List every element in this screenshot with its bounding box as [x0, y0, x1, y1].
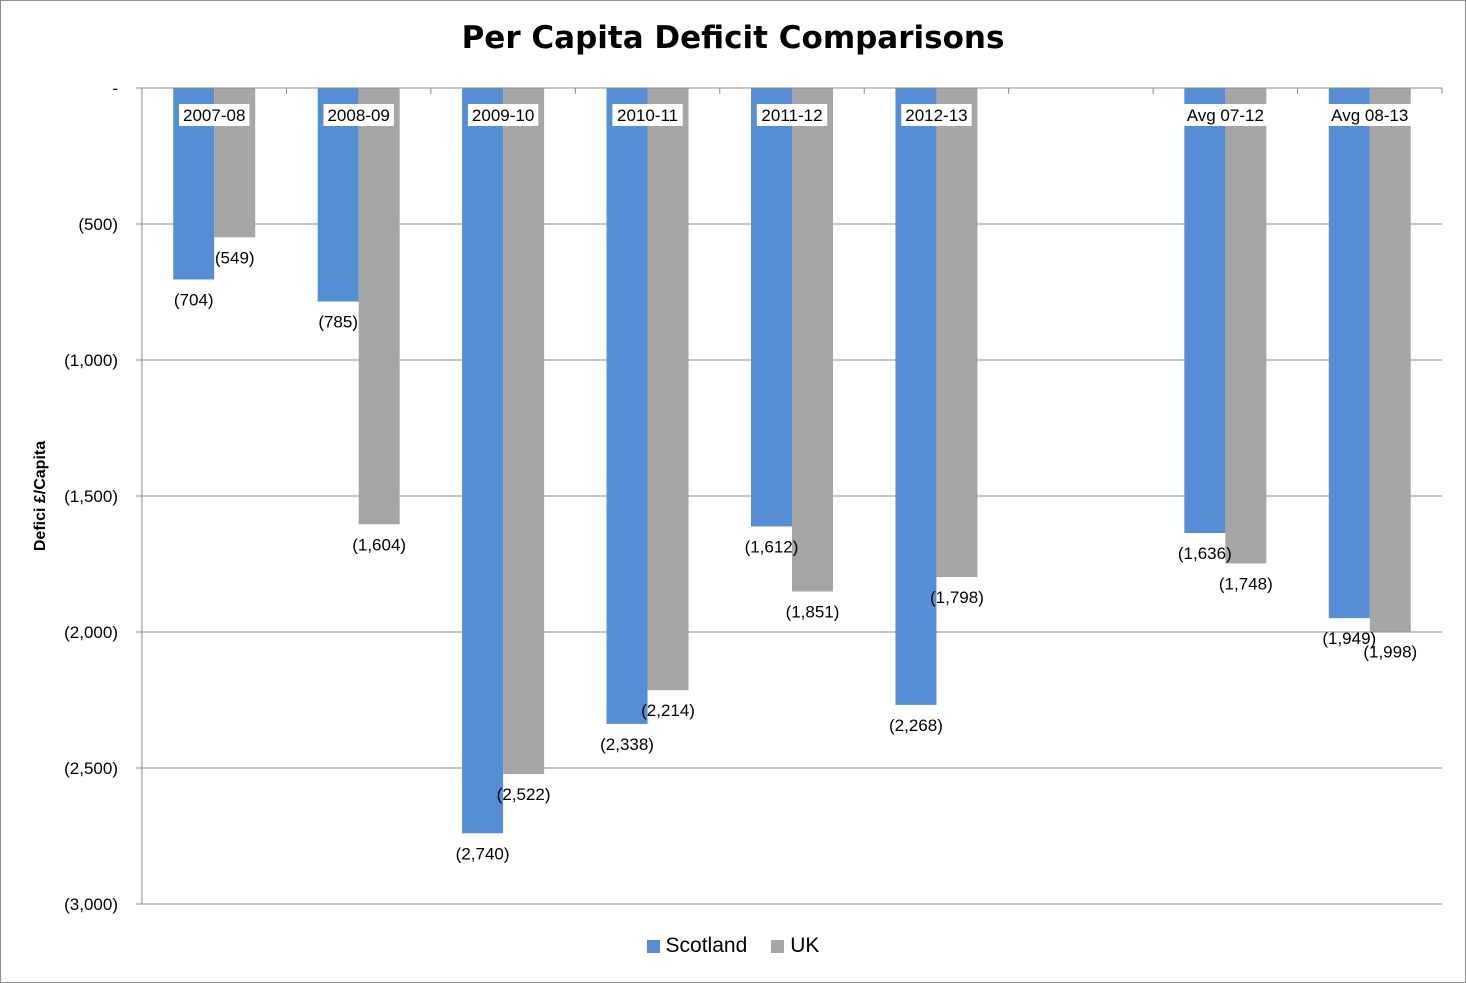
category-label-box: [612, 104, 683, 126]
category-label: Avg 08-13: [1331, 106, 1408, 125]
data-label-scotland: (1,636): [1178, 544, 1232, 563]
bar-scotland-2009-10: [462, 88, 504, 834]
category-label: 2012-13: [905, 106, 967, 125]
legend-label-scotland: Scotland: [665, 934, 748, 957]
legend-label-uk: UK: [790, 934, 820, 957]
bar-scotland-avg-07-12: [1184, 88, 1226, 533]
bar-uk-2011-12: [792, 88, 833, 592]
data-label-scotland: (2,338): [600, 735, 654, 754]
bar-uk-avg-08-13: [1369, 88, 1411, 632]
bar-scotland-2012-13: [895, 88, 937, 705]
bar-uk-2009-10: [503, 88, 545, 774]
legend-swatch-uk: [771, 939, 785, 953]
data-label-uk: (1,851): [786, 602, 840, 621]
bar-scotland-2010-11: [606, 88, 648, 724]
data-label-scotland: (785): [318, 313, 358, 332]
category-label-box: [756, 104, 828, 126]
bar-uk-avg-07-12: [1225, 88, 1267, 564]
category-label: Avg 07-12: [1187, 106, 1264, 125]
bar-uk-2008-09: [358, 88, 400, 525]
y-tick-label: (2,500): [64, 759, 118, 778]
y-tick-label: (1,000): [64, 351, 118, 370]
data-label-scotland: (1,612): [745, 537, 799, 556]
data-label-uk: (2,214): [641, 701, 695, 720]
legend-entry-scotland: Scotland: [646, 934, 748, 958]
chart-title: Per Capita Deficit Comparisons: [461, 20, 1005, 56]
category-label-box: [1325, 104, 1415, 126]
data-label-scotland: (1,949): [1322, 629, 1376, 648]
y-tick-label: (3,000): [64, 895, 118, 914]
category-label: 2011-12: [761, 106, 822, 125]
category-label-box: [467, 104, 539, 126]
y-tick-label: (1,500): [64, 487, 118, 506]
bar-uk-2010-11: [647, 88, 689, 691]
category-label-box: [901, 104, 972, 126]
data-label-uk: (1,998): [1363, 642, 1417, 661]
data-label-uk: (1,798): [930, 588, 984, 607]
legend-swatch-scotland: [646, 939, 660, 953]
category-label: 2010-11: [617, 106, 678, 125]
y-tick-label: (2,000): [64, 623, 118, 642]
data-label-scotland: (704): [174, 290, 214, 309]
data-label-uk: (1,604): [352, 535, 406, 554]
data-label-uk: (2,522): [497, 785, 551, 804]
data-label-scotland: (2,740): [456, 844, 510, 863]
bar-scotland-2011-12: [751, 88, 792, 527]
category-label-box: [1180, 104, 1270, 126]
category-label-box: [179, 104, 250, 126]
data-label-uk: (549): [215, 248, 255, 267]
category-label: 2007-08: [183, 106, 245, 125]
bar-uk-2012-13: [936, 88, 978, 578]
category-label: 2009-10: [472, 106, 534, 125]
legend: Scotland UK: [0, 934, 1466, 958]
y-tick-label: (500): [78, 215, 118, 234]
y-tick-label: -: [112, 79, 118, 98]
bar-scotland-avg-08-13: [1328, 88, 1370, 619]
data-label-scotland: (2,268): [889, 716, 943, 735]
legend-entry-uk: UK: [771, 934, 819, 958]
data-label-uk: (1,748): [1219, 574, 1273, 593]
category-label-box: [323, 104, 394, 126]
category-label: 2008-09: [327, 106, 389, 125]
